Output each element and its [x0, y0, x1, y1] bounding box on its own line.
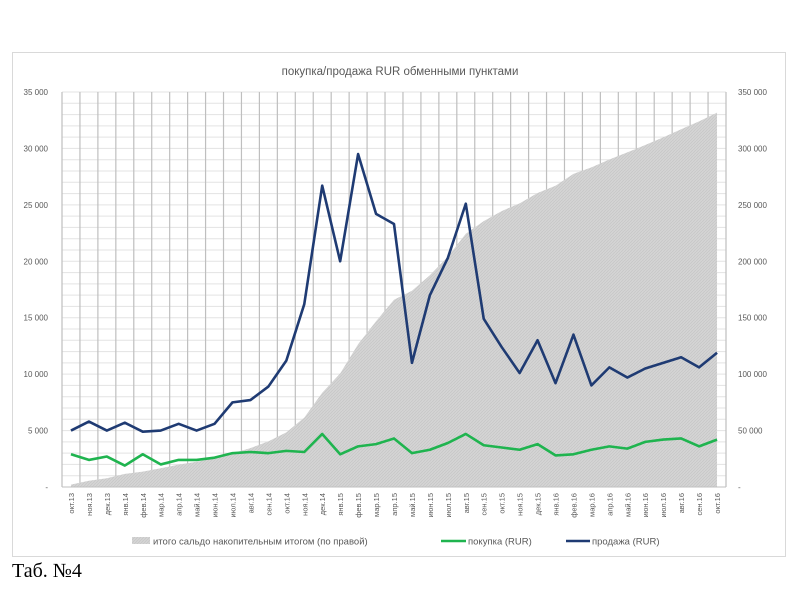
x-tick-label: янв.14: [121, 493, 130, 516]
legend-label-purchase: покупка (RUR): [468, 537, 532, 548]
x-tick-label: дек.13: [103, 493, 112, 515]
x-tick-label: фев.14: [139, 493, 148, 518]
legend-swatch-area: [132, 537, 150, 544]
y-right-tick-label: 100 000: [738, 370, 767, 379]
y-left-tick-label: 10 000: [24, 370, 49, 379]
x-tick-label: июл.15: [444, 493, 453, 517]
area-cumulative-balance: [70, 112, 718, 487]
y-right-tick-label: -: [738, 483, 741, 492]
table-caption: Таб. №4: [12, 560, 82, 582]
y-right-tick-label: 150 000: [738, 314, 767, 323]
y-left-tick-label: 5 000: [28, 427, 49, 436]
x-tick-label: сен.14: [264, 493, 273, 516]
y-left-tick-label: 15 000: [24, 314, 49, 323]
y-left-tick-label: 25 000: [24, 201, 49, 210]
y-left-tick-label: -: [45, 483, 48, 492]
x-tick-label: апр.16: [605, 493, 614, 516]
y-left-tick-label: 30 000: [24, 144, 49, 153]
y-left-tick-label: 35 000: [24, 88, 49, 97]
x-tick-label: сен.15: [480, 493, 489, 516]
chart-title: покупка/продажа RUR обменными пунктами: [282, 66, 519, 78]
x-tick-label: ноя.15: [516, 493, 525, 516]
x-tick-label: мар.15: [372, 493, 381, 517]
y-right-tick-label: 300 000: [738, 144, 767, 153]
x-tick-label: янв.15: [336, 493, 345, 516]
x-tick-label: окт.16: [713, 493, 722, 514]
x-tick-label: июл.16: [659, 493, 668, 517]
x-tick-label: ноя.14: [300, 493, 309, 516]
x-tick-label: мар.16: [587, 493, 596, 517]
x-tick-label: ноя.13: [85, 493, 94, 516]
x-tick-label: апр.15: [390, 493, 399, 516]
y-left-tick-label: 20 000: [24, 257, 49, 266]
x-tick-label: авг.15: [462, 493, 471, 513]
x-tick-label: окт.15: [498, 493, 507, 514]
x-tick-label: фев.15: [354, 493, 363, 518]
y-right-tick-label: 50 000: [738, 427, 763, 436]
x-tick-label: июн.14: [211, 493, 220, 517]
y-right-tick-label: 250 000: [738, 201, 767, 210]
legend-label-sale: продажа (RUR): [592, 537, 660, 548]
x-tick-label: май.14: [193, 493, 202, 517]
x-tick-label: сен.16: [695, 493, 704, 516]
x-tick-label: янв.16: [552, 493, 561, 516]
x-tick-label: авг.16: [677, 493, 686, 513]
x-tick-label: июл.14: [228, 493, 237, 517]
x-tick-label: май.15: [408, 493, 417, 517]
x-tick-label: фев.16: [569, 493, 578, 518]
x-tick-label: окт.13: [67, 493, 76, 514]
x-tick-label: авг.14: [246, 493, 255, 513]
x-tick-label: июн.15: [426, 493, 435, 517]
x-tick-label: июн.16: [641, 493, 650, 517]
x-tick-label: май.16: [623, 493, 632, 517]
legend-label-area: итого сальдо накопительным итогом (по пр…: [153, 537, 368, 548]
y-right-tick-label: 350 000: [738, 88, 767, 97]
x-tick-label: мар.14: [157, 493, 166, 517]
y-right-tick-label: 200 000: [738, 257, 767, 266]
x-tick-label: дек.15: [534, 493, 543, 515]
x-tick-label: окт.14: [282, 493, 291, 514]
x-tick-label: апр.14: [175, 493, 184, 516]
x-tick-label: дек.14: [318, 493, 327, 515]
